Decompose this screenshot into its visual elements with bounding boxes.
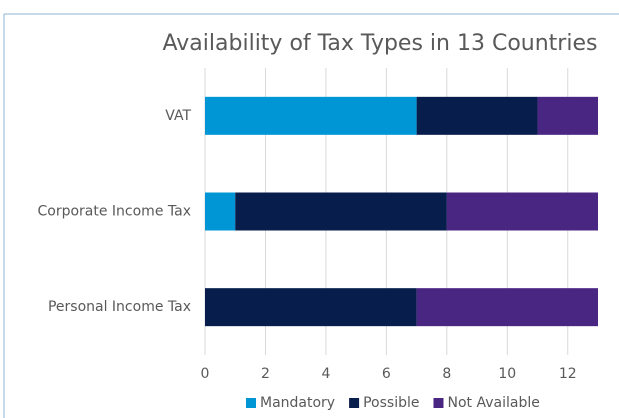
y-tick-label: Personal Income Tax: [48, 299, 191, 315]
legend-swatch: [349, 398, 360, 408]
legend-swatch: [433, 398, 444, 408]
y-tick-label: Corporate Income Tax: [37, 204, 191, 220]
legend-label: Not Available: [447, 395, 539, 411]
bar-segment: [205, 96, 417, 135]
x-tick-label: 10: [498, 366, 516, 382]
y-tick-label: VAT: [165, 108, 191, 124]
chart-title: Availability of Tax Types in 13 Countrie…: [163, 31, 598, 56]
x-tick-label: 2: [261, 366, 270, 382]
x-tick-label: 4: [321, 366, 330, 382]
x-tick-label: 6: [382, 366, 391, 382]
bar-segment: [416, 288, 598, 327]
x-tick-label: 8: [442, 366, 451, 382]
bar-segment: [446, 192, 598, 231]
x-tick-label: 12: [559, 366, 577, 382]
bar-segment: [235, 192, 447, 231]
legend-swatch: [246, 398, 256, 408]
x-tick-label: 0: [201, 366, 210, 382]
legend-label: Mandatory: [260, 395, 335, 411]
bar-segment: [537, 96, 598, 135]
bar-segment: [205, 192, 236, 231]
bar-segment: [205, 288, 417, 327]
legend-label: Possible: [363, 395, 419, 411]
bar-segment: [416, 96, 538, 135]
